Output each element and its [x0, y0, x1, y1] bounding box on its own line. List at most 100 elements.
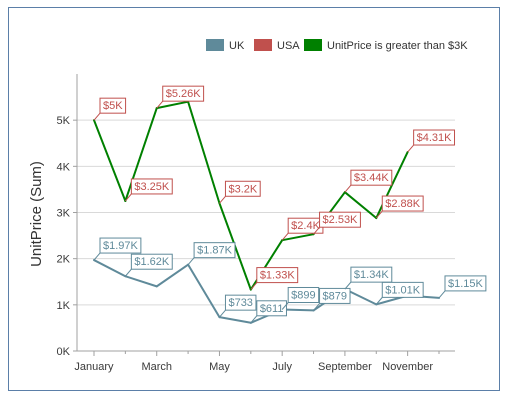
data-label-box-0-4 [224, 294, 257, 311]
series-1-segment-2 [155, 100, 190, 110]
data-label-leader-0-11 [438, 290, 446, 299]
data-label-box-1-0 [99, 97, 127, 114]
data-label-1-0: $5K [93, 97, 127, 121]
data-label-1-1: $3.25K [124, 178, 173, 202]
data-label-text-1-10: $4.31K [417, 132, 453, 144]
y-tick-label-0: 0K [57, 346, 71, 358]
data-label-leader-1-5 [250, 282, 258, 290]
data-label-box-1-1 [130, 178, 173, 195]
data-label-1-9: $2.88K [375, 195, 424, 219]
series-1-segment-6 [281, 233, 315, 242]
series-0-segment-2 [155, 263, 190, 288]
data-label-leader-1-7 [313, 226, 320, 235]
data-label-leader-0-8 [344, 281, 352, 290]
data-label-text-1-2: $5.26K [166, 88, 202, 100]
data-label-1-4: $3.2K [219, 180, 261, 204]
series-1-segment-5 [249, 239, 284, 291]
x-tick-label-0: January [74, 361, 114, 373]
data-label-leader-1-2 [156, 100, 164, 109]
data-label-box-1-7 [319, 211, 361, 228]
x-tick-label-10: November [382, 361, 433, 373]
data-label-leader-0-5 [250, 315, 258, 324]
data-label-1-5: $1.33K [250, 267, 299, 290]
series-1-segment-3 [187, 100, 221, 205]
data-label-text-1-9: $2.88K [385, 198, 421, 210]
series-1-segment-1 [124, 107, 158, 202]
series-0-segment-1 [124, 275, 158, 288]
data-label-text-0-9: $1.01K [385, 284, 421, 296]
data-label-leader-1-0 [93, 112, 101, 121]
data-label-leader-0-6 [281, 302, 289, 310]
data-label-leader-1-9 [375, 210, 383, 219]
legend-label-2: UnitPrice is greater than $3K [327, 40, 468, 52]
data-label-box-1-10 [413, 129, 456, 146]
data-label-text-0-0: $1.97K [103, 240, 139, 252]
data-label-leader-1-8 [344, 184, 352, 193]
legend: UK USA UnitPrice is greater than $3K [206, 39, 468, 52]
y-tick-label-2: 2K [57, 254, 71, 266]
data-label-1-8: $3.44K [344, 169, 393, 193]
data-label-box-1-4 [224, 180, 261, 197]
x-tick-label-8: September [318, 361, 372, 373]
y-tick-label-4: 4K [57, 161, 71, 173]
data-labels: $1.97K $1.62K $1.87K $733 $611 $899 $879 $1.34K… [93, 85, 487, 324]
series-0-segment-3 [187, 263, 221, 319]
data-label-text-1-0: $5K [103, 100, 123, 112]
data-label-leader-1-4 [219, 195, 226, 204]
data-label-box-1-2 [162, 85, 205, 102]
data-label-box-0-3 [193, 242, 236, 259]
data-label-leader-0-7 [313, 303, 320, 311]
data-label-leader-1-1 [124, 193, 132, 202]
series-0-segment-6 [281, 308, 315, 312]
data-label-text-1-1: $3.25K [134, 181, 170, 193]
series-0-segment-4 [218, 316, 252, 324]
data-label-0-4: $733 [219, 294, 257, 318]
axes: 0K 1K 2K 3K 4K 5K January March May July September… [57, 74, 455, 373]
legend-swatch-0 [206, 39, 224, 51]
data-label-leader-0-9 [375, 297, 383, 305]
data-label-box-0-0 [99, 237, 142, 254]
data-label-text-1-5: $1.33K [260, 270, 296, 282]
y-tick-label-5: 5K [57, 115, 71, 127]
data-label-0-11: $1.15K [438, 275, 487, 299]
data-label-text-0-1: $1.62K [134, 256, 170, 268]
data-label-box-0-6 [287, 286, 320, 303]
data-label-0-3: $1.87K [187, 242, 236, 265]
legend-label-1: USA [277, 40, 300, 52]
y-tick-label-1: 1K [57, 300, 71, 312]
data-label-box-0-5 [256, 300, 287, 317]
y-axis-title: UnitPrice (Sum) [28, 161, 45, 267]
data-label-0-6: $899 [281, 286, 320, 310]
y-tick-label-3: 3K [57, 208, 71, 220]
x-tick-label-6: July [272, 361, 292, 373]
data-label-box-1-9 [381, 195, 424, 212]
data-label-box-0-7 [319, 287, 351, 304]
x-tick-label-2: March [141, 361, 172, 373]
data-label-leader-0-0 [93, 252, 101, 261]
data-label-text-1-8: $3.44K [354, 172, 390, 184]
data-label-box-1-5 [256, 267, 299, 284]
data-label-box-0-11 [444, 275, 487, 292]
data-label-text-0-11: $1.15K [448, 278, 484, 290]
data-label-text-0-5: $611 [260, 303, 284, 315]
data-label-0-8: $1.34K [344, 266, 393, 290]
data-label-box-0-1 [130, 253, 173, 270]
data-label-text-0-3: $1.87K [197, 245, 233, 257]
legend-swatch-1 [254, 39, 272, 51]
series-0-segment-0 [93, 259, 127, 278]
data-label-text-1-4: $3.2K [228, 183, 257, 195]
data-label-1-6: $2.4K [281, 217, 324, 241]
data-label-0-5: $611 [250, 300, 287, 324]
data-label-text-1-6: $2.4K [291, 220, 320, 232]
data-label-1-7: $2.53K [313, 211, 361, 235]
data-label-1-2: $5.26K [156, 85, 205, 109]
data-label-text-0-8: $1.34K [354, 269, 390, 281]
data-label-leader-1-6 [281, 232, 289, 241]
data-label-leader-0-3 [187, 257, 195, 265]
data-label-0-1: $1.62K [124, 253, 173, 277]
legend-swatch-2 [304, 39, 322, 51]
data-label-text-0-4: $733 [228, 297, 252, 309]
data-label-leader-0-1 [124, 268, 132, 277]
data-label-text-0-6: $899 [291, 289, 315, 301]
data-label-0-0: $1.97K [93, 237, 142, 261]
